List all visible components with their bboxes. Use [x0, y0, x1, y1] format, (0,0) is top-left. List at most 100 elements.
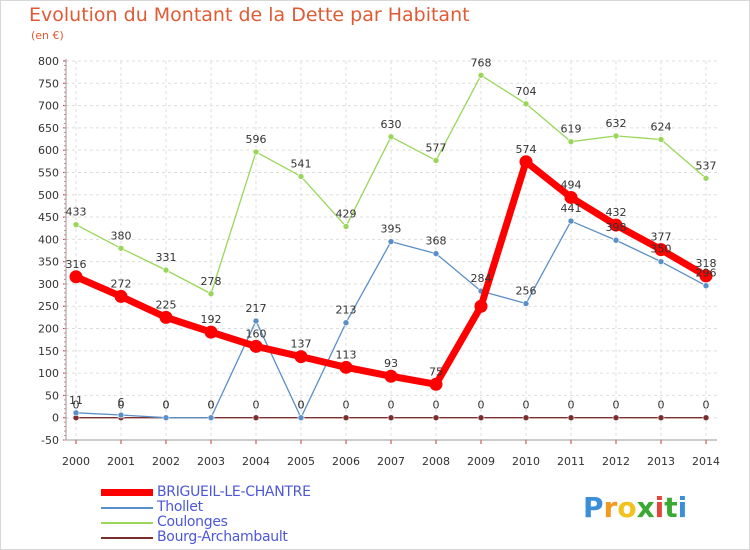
data-label: 577 [426, 141, 447, 154]
data-label: 93 [384, 357, 398, 370]
data-label: 704 [516, 85, 537, 98]
x-tick-label: 2006 [332, 455, 360, 468]
logo-letter: o [617, 491, 637, 524]
data-label: 632 [606, 117, 627, 130]
y-tick-label: 700 [38, 100, 59, 113]
data-point [522, 100, 530, 108]
data-label: 624 [651, 120, 672, 133]
data-label: 192 [201, 313, 222, 326]
data-label: 0 [568, 399, 575, 412]
data-point [342, 319, 350, 327]
data-point [477, 71, 485, 79]
chart-title: Evolution du Montant de la Dette par Hab… [29, 4, 470, 26]
x-tick-label: 2005 [287, 455, 315, 468]
legend-label: Thollet [157, 499, 203, 515]
y-tick-label: 350 [38, 256, 59, 269]
y-tick-label: 0 [52, 412, 59, 425]
logo-letter: x [636, 491, 655, 524]
data-label: 0 [298, 399, 305, 412]
data-point [297, 414, 305, 422]
data-label: 368 [426, 235, 447, 248]
data-point [207, 414, 215, 422]
data-point [612, 236, 620, 244]
x-tick-label: 2002 [152, 455, 180, 468]
data-point [432, 157, 440, 164]
x-tick-label: 2004 [242, 455, 270, 468]
data-label: 768 [471, 56, 492, 69]
data-point [339, 360, 353, 374]
data-point [702, 174, 710, 182]
data-point [387, 238, 395, 245]
data-label: 0 [208, 399, 215, 412]
y-tick-label: 550 [38, 166, 59, 179]
y-tick-label: 800 [38, 55, 59, 68]
data-point [432, 250, 440, 257]
legend-label: Coulonges [157, 514, 228, 530]
data-point [159, 310, 173, 324]
logo-letter: i [654, 491, 665, 524]
data-label: 0 [613, 399, 620, 412]
x-tick-label: 2008 [422, 455, 450, 468]
data-label: 619 [561, 123, 582, 136]
data-label: 217 [246, 302, 267, 315]
data-point [252, 148, 260, 156]
data-label: 256 [516, 285, 537, 298]
x-tick-label: 2011 [557, 455, 585, 468]
logo-letter: P [583, 491, 604, 524]
data-point [654, 243, 668, 257]
data-point [207, 290, 215, 298]
data-label: 284 [471, 272, 492, 285]
data-point [432, 414, 440, 422]
x-tick-label: 2003 [197, 455, 225, 468]
data-point [567, 217, 575, 225]
data-point [294, 350, 308, 364]
data-label: 272 [111, 277, 132, 290]
data-label: 494 [561, 178, 582, 191]
x-tick-label: 2000 [62, 455, 90, 468]
data-label: 225 [156, 298, 177, 311]
data-point [474, 299, 488, 313]
x-tick-label: 2001 [107, 455, 135, 468]
data-label: 113 [336, 348, 357, 361]
data-point [387, 414, 395, 422]
data-label: 213 [336, 304, 357, 317]
data-point [117, 244, 125, 252]
data-label: 377 [651, 231, 672, 244]
data-label: 0 [118, 399, 125, 412]
data-label: 318 [696, 257, 717, 270]
data-label: 395 [381, 223, 402, 236]
logo-letter: r [603, 491, 618, 524]
data-point [204, 325, 218, 339]
data-point [72, 409, 80, 417]
data-label: 331 [156, 251, 177, 264]
data-point [342, 223, 350, 230]
data-point [162, 414, 170, 422]
data-label: 0 [658, 399, 665, 412]
data-point [72, 221, 80, 228]
data-label: 137 [291, 338, 312, 351]
data-label: 441 [561, 202, 582, 215]
data-label: 0 [703, 399, 710, 412]
y-tick-label: 250 [38, 300, 59, 313]
data-label: 0 [433, 399, 440, 412]
x-tick-label: 2013 [647, 455, 675, 468]
data-point [252, 414, 260, 422]
x-tick-label: 2007 [377, 455, 405, 468]
data-label: 350 [651, 243, 672, 256]
y-tick-label: 50 [45, 389, 59, 402]
data-label: 0 [388, 399, 395, 412]
data-point [477, 414, 485, 422]
data-point [702, 414, 710, 422]
data-label: 429 [336, 207, 357, 220]
data-point [657, 414, 665, 422]
y-tick-label: 200 [38, 323, 59, 336]
data-point [387, 133, 395, 141]
y-tick-label: 100 [38, 367, 59, 380]
data-label: 0 [163, 399, 170, 412]
data-label: 11 [69, 394, 83, 407]
legend-label: BRIGUEIL-LE-CHANTRE [157, 484, 311, 500]
proxiti-logo: Proxiti [583, 491, 687, 524]
x-tick-label: 2014 [692, 455, 720, 468]
data-point [702, 282, 710, 290]
legend-label: Bourg-Archambault [157, 529, 288, 545]
